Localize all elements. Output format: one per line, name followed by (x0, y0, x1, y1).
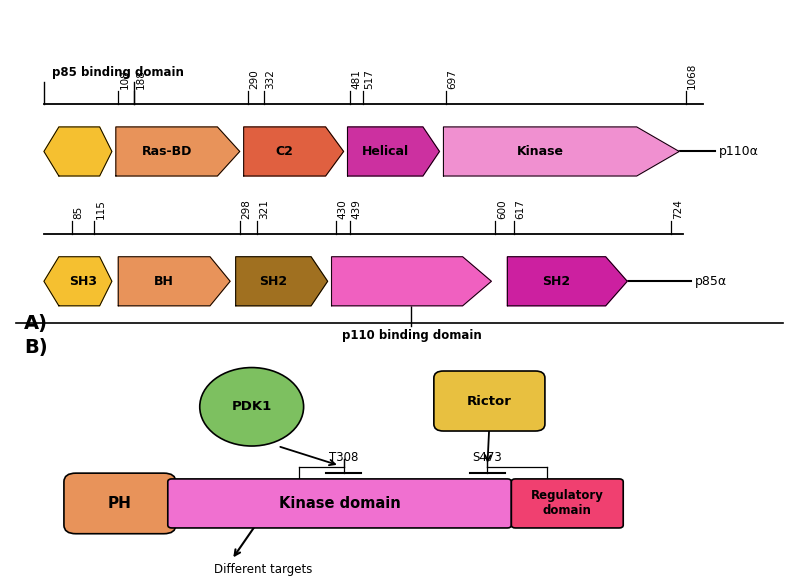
Text: 600: 600 (497, 200, 507, 219)
Text: Kinase domain: Kinase domain (279, 496, 400, 511)
Ellipse shape (200, 368, 304, 446)
Text: T308: T308 (329, 451, 358, 464)
Polygon shape (118, 257, 230, 306)
Text: 1068: 1068 (687, 63, 698, 89)
Text: p85 binding domain: p85 binding domain (52, 66, 184, 79)
Text: BH: BH (154, 275, 174, 288)
Polygon shape (116, 127, 240, 176)
Polygon shape (44, 127, 112, 176)
Text: p110α: p110α (719, 145, 759, 158)
Polygon shape (332, 257, 491, 306)
Text: 298: 298 (241, 200, 252, 219)
Text: A): A) (24, 314, 48, 334)
Polygon shape (507, 257, 627, 306)
FancyBboxPatch shape (434, 371, 545, 431)
Polygon shape (44, 257, 112, 306)
Polygon shape (236, 257, 328, 306)
Text: PH: PH (108, 496, 132, 511)
Text: SH3: SH3 (69, 275, 97, 288)
Text: SH2: SH2 (260, 275, 288, 288)
Text: 439: 439 (352, 200, 362, 219)
Text: p85α: p85α (695, 275, 727, 288)
Text: 108: 108 (120, 70, 130, 89)
Text: Kinase: Kinase (517, 145, 563, 158)
Text: 332: 332 (265, 70, 276, 89)
Text: 430: 430 (337, 200, 348, 219)
Text: 481: 481 (352, 70, 362, 89)
Text: Ras-BD: Ras-BD (141, 145, 192, 158)
Text: 115: 115 (96, 200, 106, 219)
Text: PDK1: PDK1 (232, 400, 272, 413)
Text: SH2: SH2 (543, 275, 570, 288)
Text: 290: 290 (249, 70, 260, 89)
Text: Rictor: Rictor (467, 395, 512, 407)
Text: B): B) (24, 338, 48, 357)
Text: 724: 724 (673, 200, 683, 219)
Text: 517: 517 (364, 70, 375, 89)
Text: Regulatory
domain: Regulatory domain (531, 489, 604, 518)
Text: 617: 617 (515, 200, 526, 219)
Text: 697: 697 (447, 70, 458, 89)
Text: 321: 321 (259, 200, 269, 219)
Text: 188: 188 (136, 70, 146, 89)
Polygon shape (443, 127, 679, 176)
Text: Helical: Helical (362, 145, 409, 158)
FancyBboxPatch shape (511, 479, 623, 528)
FancyBboxPatch shape (168, 479, 511, 528)
Text: C2: C2 (276, 145, 293, 158)
Polygon shape (244, 127, 344, 176)
Text: 85: 85 (74, 206, 84, 219)
FancyBboxPatch shape (64, 473, 176, 534)
Text: S473: S473 (472, 451, 503, 464)
Text: Different targets: Different targets (214, 563, 313, 576)
Polygon shape (348, 127, 439, 176)
Text: p110 binding domain: p110 binding domain (342, 329, 481, 342)
